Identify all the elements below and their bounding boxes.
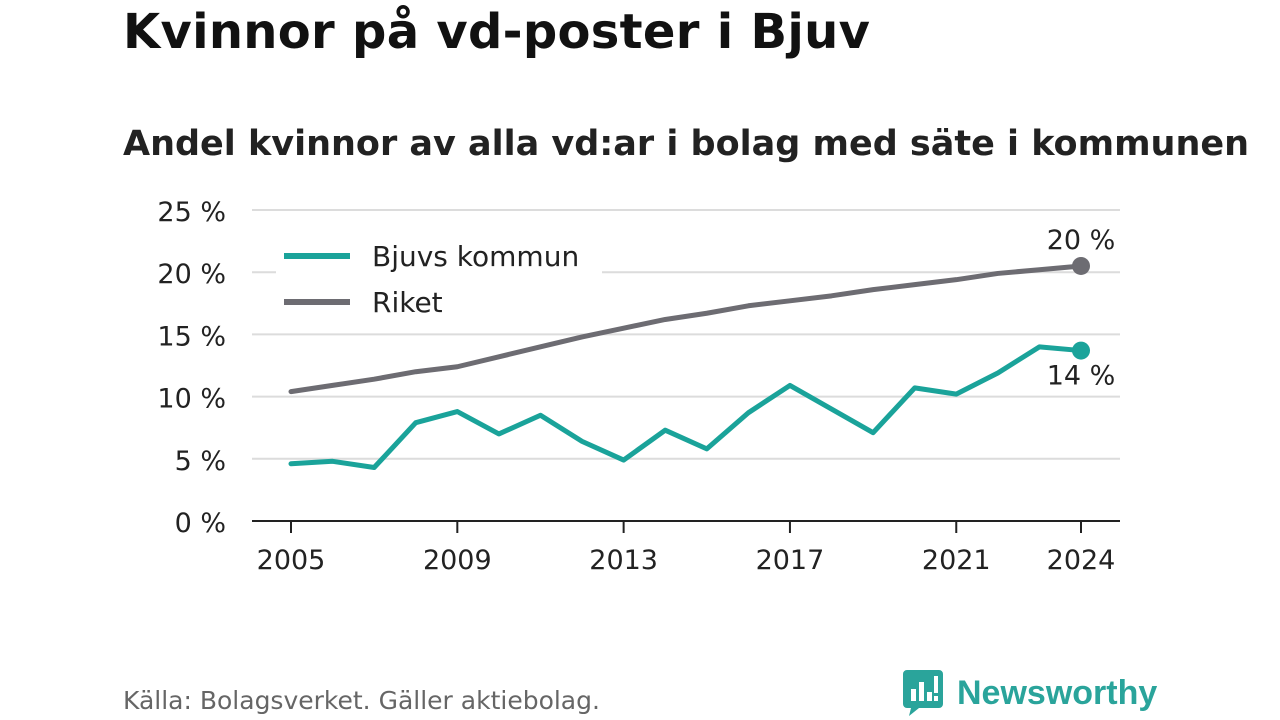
- legend-label: Riket: [372, 286, 443, 319]
- x-tick-label: 2013: [589, 545, 658, 576]
- y-tick-label: 5 %: [175, 446, 226, 477]
- line-chart: 0 %5 %10 %15 %20 %25 % 2005 2009 2013 2017 2…: [157, 197, 1120, 576]
- series-lines: 20 % 14 %: [288, 225, 1116, 471]
- x-tick-label: 2009: [423, 545, 492, 576]
- series-line: [288, 263, 1084, 395]
- series-end-marker: [1072, 341, 1090, 360]
- x-tick-label: 2024: [1047, 545, 1116, 576]
- newsworthy-logo-icon: [903, 670, 943, 716]
- x-tick-label: 2021: [922, 545, 991, 576]
- legend-background: [276, 236, 602, 332]
- brand-logo[interactable]: Newsworthy: [903, 670, 1157, 716]
- brand-name: Newsworthy: [957, 673, 1158, 712]
- y-tick-label: 20 %: [157, 259, 226, 290]
- y-tick-label: 10 %: [157, 384, 226, 415]
- source-note: Källa: Bolagsverket. Gäller aktiebolag.: [123, 686, 600, 715]
- series-end-marker: [1072, 256, 1090, 275]
- series-end-label: 14 %: [1047, 361, 1116, 392]
- series-line: [288, 344, 1084, 471]
- x-axis: 2005 2009 2013 2017 2021 2024: [252, 520, 1120, 576]
- x-tick-label: 2017: [756, 545, 825, 576]
- series-end-label: 20 %: [1047, 225, 1116, 256]
- x-tick-label: 2005: [257, 545, 326, 576]
- chart-subtitle: Andel kvinnor av alla vd:ar i bolag med …: [123, 124, 1250, 164]
- y-tick-label: 0 %: [175, 508, 226, 539]
- y-axis-ticks: 0 % 5 % 10 % 15 % 20 % 25 %: [157, 197, 226, 539]
- chart-title: Kvinnor på vd-poster i Bjuv: [123, 4, 871, 60]
- y-tick-label: 15 %: [157, 321, 226, 352]
- legend-label: Bjuvs kommun: [372, 240, 579, 273]
- legend: Bjuvs kommun Riket: [276, 236, 602, 332]
- y-tick-label: 25 %: [157, 197, 226, 228]
